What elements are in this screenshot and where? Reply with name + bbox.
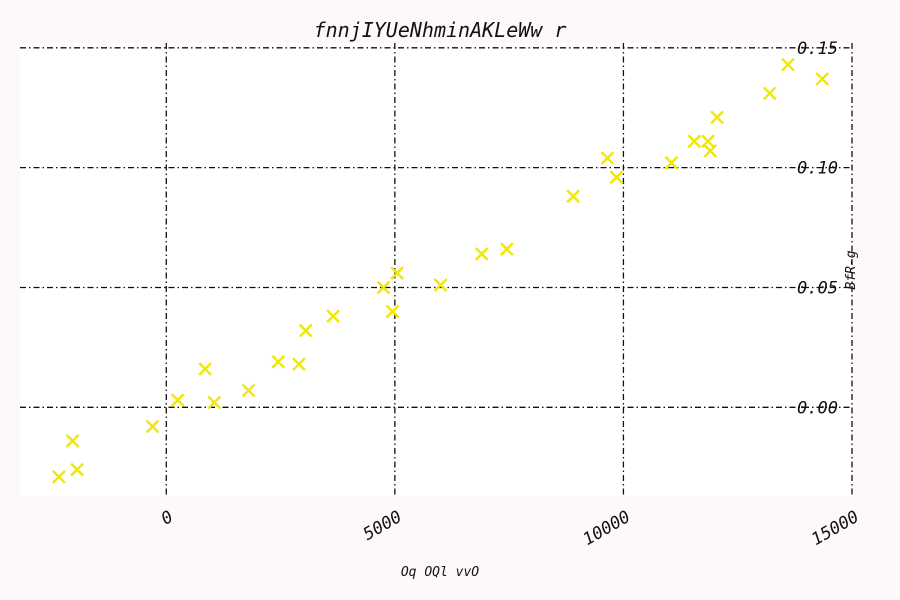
data-point: [385, 304, 400, 319]
data-point: [390, 266, 404, 280]
data-point: [65, 434, 80, 448]
data-point: [664, 155, 679, 170]
data-point: [145, 419, 160, 434]
y-axis-label: BfR-g: [844, 250, 859, 289]
data-point: [710, 110, 724, 125]
x-axis-label: Oq OQl vvO: [401, 565, 479, 580]
x-tick-label: 0: [158, 507, 177, 529]
y-tick-label: 0.10: [797, 159, 838, 179]
data-point: [762, 86, 777, 101]
data-point: [207, 395, 222, 410]
data-point: [70, 462, 84, 477]
data-point: [376, 280, 391, 295]
data-point: [600, 151, 615, 165]
y-tick-label: 0.15: [797, 39, 838, 59]
data-point: [241, 383, 256, 398]
data-point: [198, 362, 212, 376]
data-point: [298, 323, 313, 338]
data-point: [815, 72, 830, 86]
data-point: [52, 469, 66, 484]
data-point: [474, 247, 489, 261]
data-point: [292, 357, 306, 372]
data-point: [271, 354, 286, 369]
x-tick-label: 15000: [808, 507, 862, 550]
data-points: [52, 57, 830, 484]
x-tick-label: 10000: [580, 507, 634, 550]
data-point: [566, 189, 580, 204]
data-point: [781, 57, 795, 72]
data-point: [703, 144, 718, 158]
y-tick-label: 0.05: [797, 278, 838, 298]
chart-title: fnnjIYUeNhminAKLeWw r: [314, 18, 567, 42]
data-point: [609, 170, 624, 185]
data-point: [500, 242, 514, 256]
y-tick-label: 0.00: [797, 398, 838, 418]
x-tick-label: 5000: [360, 507, 405, 545]
data-point: [687, 134, 702, 149]
data-point: [326, 309, 340, 324]
plot-area: [20, 43, 852, 496]
data-point: [433, 278, 448, 292]
data-point: [170, 393, 185, 407]
